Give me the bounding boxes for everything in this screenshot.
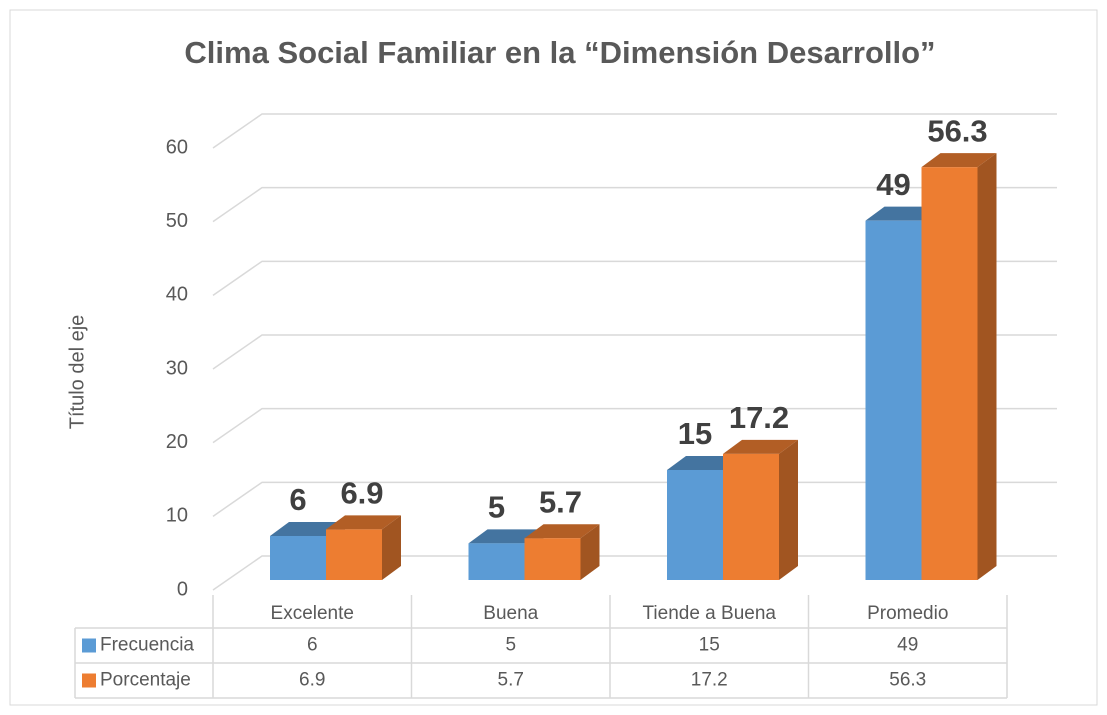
bar-front [524,538,581,580]
bar-front [468,543,525,580]
legend-swatch [82,638,96,653]
legend-label: Porcentaje [100,670,191,691]
x-tick-label: Promedio [867,603,948,624]
y-tick-label: 50 [166,210,188,232]
bar-top [326,515,401,530]
grid-line [212,113,1057,149]
grid-line [212,334,1057,370]
grid-line [212,407,1057,444]
y-tick-label: 40 [166,284,188,306]
bar-front [667,470,723,580]
table-cell: 49 [897,635,918,656]
bar [921,153,997,580]
table-cell: 5.7 [498,670,524,691]
bar-top [524,524,600,539]
data-label: 56.3 [927,113,987,148]
y-tick-label: 10 [166,505,188,527]
table-cell: 6 [307,635,318,656]
data-label: 5.7 [539,484,582,519]
chart-title: Clima Social Familiar en la “Dimensión D… [184,35,935,70]
table-cell: 6.9 [299,670,325,691]
data-label: 17.2 [729,400,789,435]
bar [326,515,401,580]
x-tick-label: Buena [483,603,538,624]
x-tick-label: Excelente [271,603,354,624]
bar [723,439,798,580]
bar-side [580,524,600,580]
data-label: 6.9 [340,476,383,511]
bar [524,524,600,580]
bar-front [865,220,922,580]
bar-front [723,453,779,580]
grid-line [212,260,1057,296]
bar-side [382,515,401,580]
table-cell: 17.2 [691,670,728,691]
data-label: 49 [876,167,910,202]
table-cell: 5 [505,635,516,656]
legend-swatch [82,673,96,688]
bar-front [270,536,326,580]
table-cell: 56.3 [889,670,926,691]
bar-front [921,167,978,580]
y-axis-title: Título del eje [66,315,88,430]
grid-line [212,186,1057,223]
data-label: 5 [488,490,505,525]
data-label: 6 [289,482,306,517]
bar-side [977,153,997,580]
y-tick-label: 60 [166,136,188,158]
y-tick-label: 0 [177,578,188,600]
data-label: 15 [678,416,712,451]
y-tick-label: 20 [166,431,188,453]
y-tick-label: 30 [166,357,188,379]
bar-top [723,439,798,454]
bar-side [779,439,798,580]
x-tick-label: Tiende a Buena [643,603,777,624]
legend-label: Frecuencia [100,635,194,656]
bar-front [326,529,382,580]
table-cell: 15 [699,635,720,656]
bar-top [921,153,997,168]
